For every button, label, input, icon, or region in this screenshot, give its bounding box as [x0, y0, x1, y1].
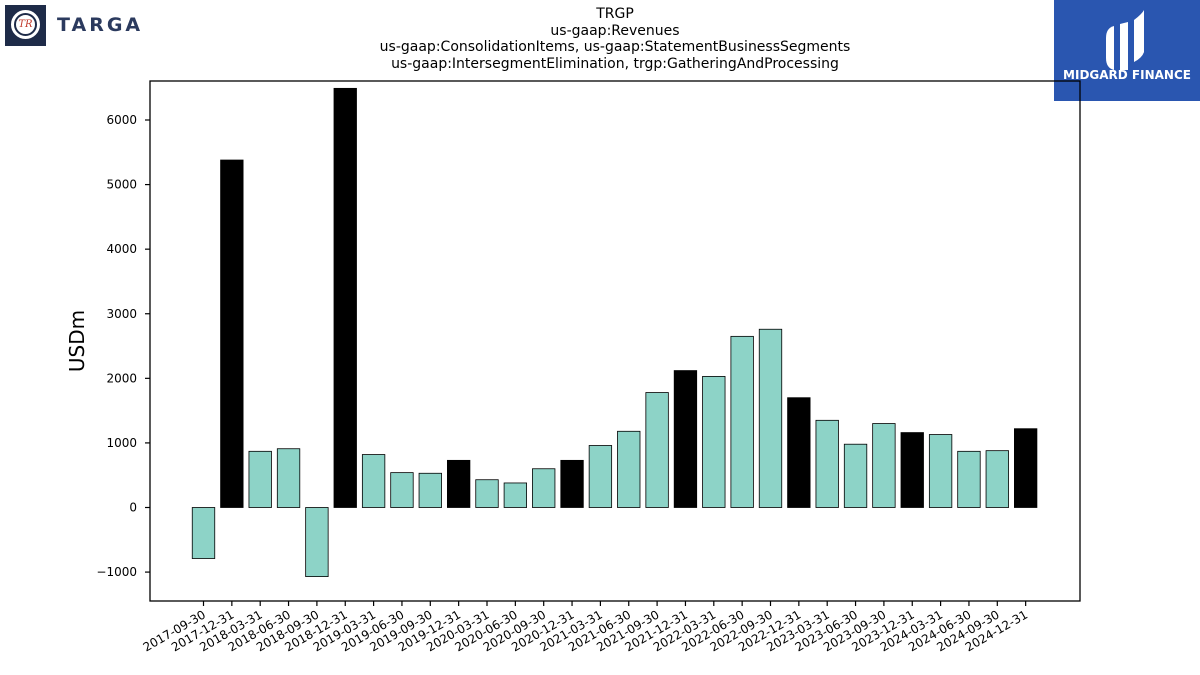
bar-2024-06-30: [957, 450, 981, 508]
midgard-logo-icon: [1106, 10, 1144, 70]
y-tick-label-1000: 1000: [106, 436, 137, 450]
bar-2023-06-30: [843, 443, 868, 508]
chart-title: TRGP: [596, 6, 634, 22]
bar-2024-09-30: [985, 450, 1009, 508]
chart-subtitle-1: us-gaap:Revenues: [550, 22, 680, 39]
bar-2021-03-31: [588, 445, 613, 508]
y-axis-label: USDm: [65, 310, 89, 372]
bar-2017-12-31: [220, 159, 244, 508]
bar-2020-12-31: [560, 459, 584, 508]
targa-monogram: TR: [14, 13, 37, 36]
bar-2021-12-31: [673, 370, 698, 508]
midgard-logo-text: MIDGARD FINANCE: [1063, 68, 1191, 82]
bar-2018-03-31: [248, 450, 272, 508]
y-tick-label--1000: −1000: [96, 565, 137, 579]
bar-2018-09-30: [305, 507, 329, 577]
bar-2023-03-31: [815, 419, 839, 508]
bar-2019-12-31: [446, 459, 471, 508]
y-tick-label-6000: 6000: [106, 113, 137, 127]
bar-2022-06-30: [730, 335, 754, 508]
chart-subtitle-2: us-gaap:ConsolidationItems, us-gaap:Stat…: [379, 39, 851, 55]
bar-2022-12-31: [787, 397, 811, 508]
bar-2024-12-31: [1014, 428, 1038, 508]
bar-2020-06-30: [503, 482, 528, 508]
y-tick-label-5000: 5000: [106, 178, 137, 192]
y-tick-label-3000: 3000: [106, 307, 137, 321]
bar-2019-09-30: [418, 472, 442, 508]
bar-2017-09-30: [191, 507, 216, 559]
bar-2019-03-31: [361, 454, 386, 508]
bar-2021-06-30: [617, 430, 641, 508]
midgard-finance-logo: MIDGARD FINANCE: [1054, 0, 1200, 101]
bar-2023-09-30: [872, 423, 896, 508]
bar-2018-06-30: [276, 448, 301, 508]
bar-2020-09-30: [532, 468, 556, 508]
bar-2024-03-31: [928, 434, 953, 508]
targa-logo-text: TARGA: [57, 14, 144, 36]
bar-2022-09-30: [758, 328, 783, 508]
chart-subtitle-3: us-gaap:IntersegmentElimination, trgp:Ga…: [391, 55, 839, 72]
bar-2019-06-30: [390, 472, 414, 508]
plot-frame: [149, 80, 1081, 602]
bar-2023-12-31: [900, 432, 924, 508]
targa-logo-mark: TR: [5, 5, 46, 46]
bar-2020-03-31: [475, 479, 499, 508]
bar-2018-12-31: [333, 87, 357, 508]
bar-2021-09-30: [645, 392, 669, 508]
y-tick-label-2000: 2000: [106, 371, 137, 385]
targa-logo: TR TARGA: [5, 5, 165, 47]
y-tick-label-0: 0: [129, 501, 137, 515]
y-tick-label-4000: 4000: [106, 242, 137, 256]
chart-title-block: TRGP us-gaap:Revenues us-gaap:Consolidat…: [0, 6, 1200, 72]
bar-2022-03-31: [702, 375, 726, 508]
